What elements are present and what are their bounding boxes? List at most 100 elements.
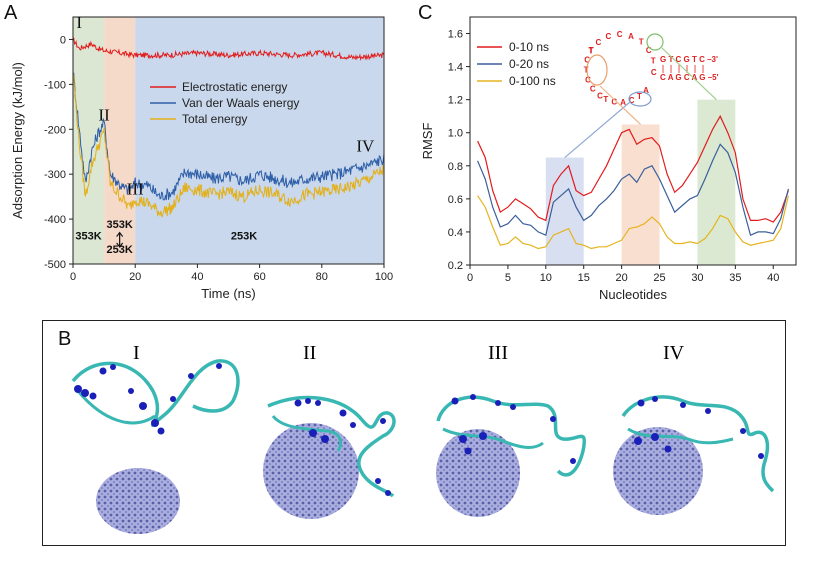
- highlight-region: [545, 157, 584, 265]
- chart-panel-c: 0 5 10 15 20 25 30 35 40 0.2 0.4 0.6 0.8 1.0 1.2 1.4 1.6…: [420, 16, 797, 302]
- x-tick-label: 25: [653, 272, 665, 284]
- nucleotide-letter: T: [637, 92, 642, 101]
- nucleotide-letter: T: [589, 46, 594, 55]
- stage-annotation: III: [127, 179, 144, 198]
- nucleotide-letter: T: [651, 57, 656, 66]
- panel-a-label: A: [4, 2, 18, 24]
- nucleotide-letter: A: [620, 98, 626, 107]
- aptamer-strand: [621, 395, 775, 493]
- highlight-region: [621, 124, 660, 158]
- nucleotide-letter: T: [639, 37, 644, 46]
- x-tick-label: 10: [540, 272, 552, 284]
- nucleotide-letter: T: [588, 46, 593, 55]
- x-tick-label: 35: [729, 272, 741, 284]
- legend-label: Total energy: [182, 112, 247, 126]
- nucleotide-letter: C: [595, 38, 601, 47]
- y-tick-label: -500: [44, 259, 66, 271]
- y-axis-label: Adsorption Energy (kJ/mol): [10, 62, 25, 219]
- nucleotide-letter: T: [603, 95, 608, 104]
- panel-c-label: C: [418, 2, 433, 24]
- stage-label-i: I: [133, 342, 140, 364]
- stage-label-iii: III: [488, 342, 508, 364]
- x-tick-label: 100: [375, 271, 393, 283]
- snapshot-ii: [263, 395, 396, 519]
- temperature-annotation: 353K: [107, 219, 133, 231]
- temperature-annotation: 253K: [231, 230, 257, 242]
- stage-annotation: IV: [356, 137, 375, 156]
- series-line-0: [72, 37, 385, 61]
- nucleotide-letter: T: [584, 65, 589, 74]
- nanoparticle: [436, 429, 520, 517]
- nucleotide-letter: C: [585, 75, 591, 84]
- y-tick-label: -400: [44, 214, 66, 226]
- series-line-2: [477, 195, 789, 250]
- plot-frame: [469, 16, 797, 266]
- aptamer-strand: [267, 395, 396, 498]
- nucleotide-letter: C: [651, 68, 657, 77]
- x-tick-label: 15: [578, 272, 590, 284]
- x-axis-label: Nucleotides: [599, 287, 667, 302]
- temperature-annotation: 253K: [107, 244, 133, 256]
- nucleotide-letter: C: [597, 91, 603, 100]
- snapshot-iii: [436, 394, 586, 517]
- stage-label-ii: II: [303, 342, 316, 364]
- nanoparticle: [613, 427, 703, 515]
- pointer-arrow: [661, 47, 717, 101]
- snapshot-iv: [613, 395, 775, 515]
- stage-annotation: I: [76, 13, 82, 32]
- y-tick-label: 0.2: [448, 260, 463, 272]
- pointer-arrow: [599, 85, 641, 125]
- nucleotide-letter: C: [646, 46, 652, 55]
- loop-highlight-circle: [628, 91, 652, 107]
- series-line-2: [72, 72, 385, 218]
- x-tick-label: 20: [129, 271, 141, 283]
- nucleotide-letter: C: [629, 96, 635, 105]
- x-axis-label: Time (ns): [201, 286, 255, 301]
- y-axis-label: RMSF: [420, 123, 435, 160]
- duplex-top-strand: G T C G T C –3': [660, 55, 718, 64]
- duplex-bottom-strand: C A G C A G –5': [660, 73, 719, 82]
- x-tick-label: 40: [191, 271, 203, 283]
- plot-frame: [72, 16, 385, 265]
- nucleotide-letter: C: [590, 84, 596, 93]
- shaded-region: [73, 17, 105, 264]
- y-tick-label: 1.0: [448, 128, 463, 140]
- nucleotide-letter: C: [611, 98, 617, 107]
- x-tick-label: 30: [691, 272, 703, 284]
- chart-panel-a: 0 20 40 60 80 100 0 -100 -200 -300 -400 -500 Time (n…: [10, 13, 393, 301]
- x-tick-label: 20: [616, 272, 628, 284]
- x-tick-label: 40: [767, 272, 779, 284]
- y-tick-label: 0.6: [448, 194, 463, 206]
- pointer-arrow: [564, 101, 631, 158]
- y-tick-label: 1.4: [448, 62, 463, 74]
- nucleotide-bases: [74, 363, 222, 435]
- legend-label: 0-20 ns: [509, 57, 549, 71]
- y-tick-label: 0.8: [448, 161, 463, 173]
- nucleotide-letter: A: [628, 32, 634, 41]
- aptamer-strand: [71, 359, 240, 427]
- temperature-arrow-head: [116, 231, 124, 237]
- series-line-0: [477, 114, 789, 223]
- y-tick-label: 1.2: [448, 95, 463, 107]
- nucleotide-letter: A: [643, 86, 649, 95]
- legend-label: 0-10 ns: [509, 40, 549, 54]
- temperature-arrow-head: [116, 242, 124, 248]
- highlight-region: [621, 157, 660, 265]
- x-tick-label: 0: [70, 271, 76, 283]
- y-tick-label: 0: [60, 34, 66, 46]
- stage-annotation: II: [98, 105, 110, 124]
- aptamer-strand: [271, 414, 342, 452]
- series-line-1: [477, 143, 789, 237]
- panel-b-label: B: [58, 328, 72, 350]
- y-tick-label: -200: [44, 124, 66, 136]
- nucleotide-bases: [451, 394, 576, 464]
- loop-highlight-circle: [646, 33, 664, 51]
- aptamer-strand: [76, 390, 156, 425]
- stage-label-iv: IV: [663, 342, 685, 364]
- shaded-region: [104, 17, 136, 264]
- x-tick-label: 0: [467, 272, 473, 284]
- x-tick-label: 5: [505, 272, 511, 284]
- legend-label: 0-100 ns: [509, 74, 556, 88]
- series-line-1: [72, 72, 385, 201]
- snapshot-i: [71, 359, 240, 534]
